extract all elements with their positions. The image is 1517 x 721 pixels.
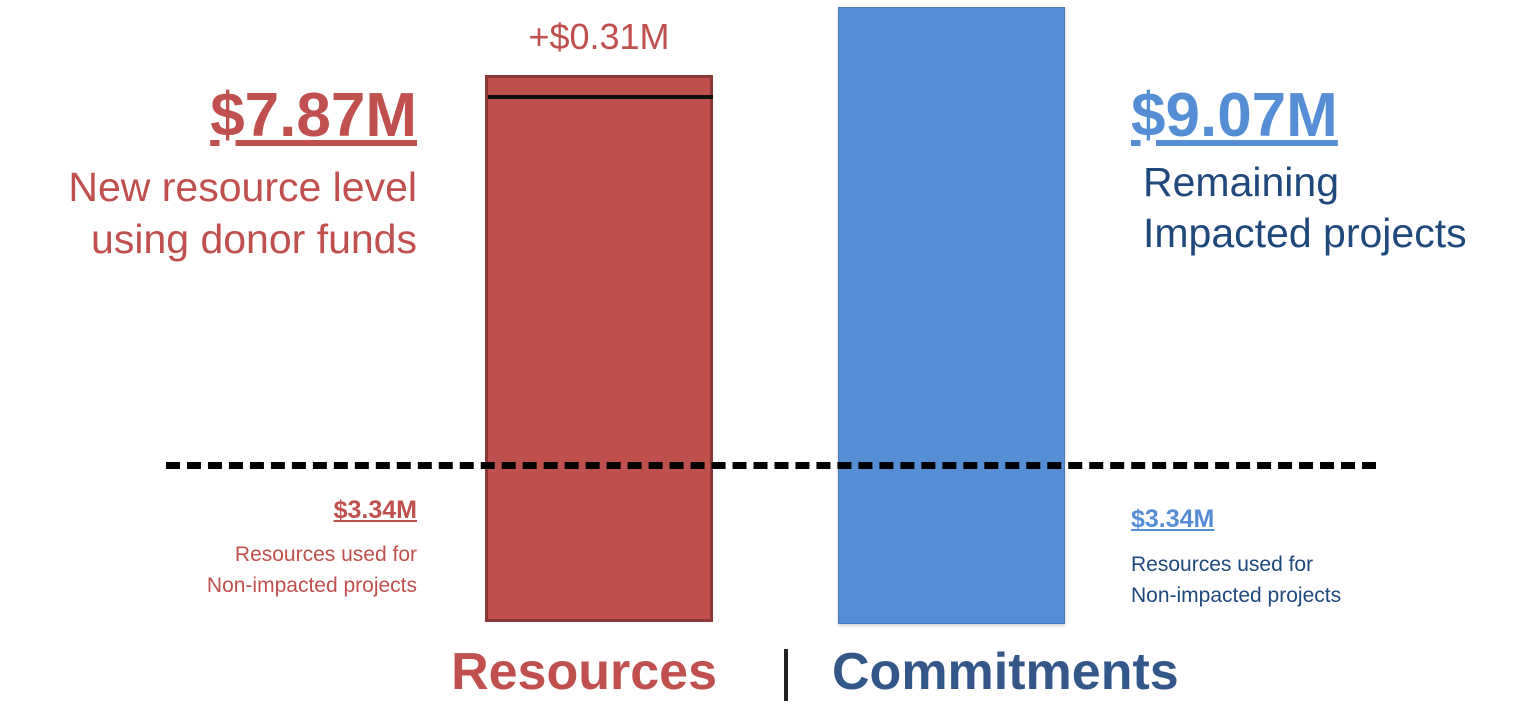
commitments-total-label: $9.07M (1131, 81, 1338, 150)
resources-total-label: $7.87M (210, 81, 417, 150)
commitments-description-line-2: Impacted projects (1143, 210, 1467, 256)
bar-resources (485, 75, 713, 622)
commitments-baseline-line-1: Resources used for (1131, 553, 1314, 576)
commitments-description-line-1: Remaining (1143, 159, 1339, 205)
commitments-baseline-description: Resources used for Non-impacted projects (1131, 549, 1341, 611)
resources-baseline-value: $3.34M (333, 496, 417, 524)
non-impacted-threshold-line (166, 462, 1376, 469)
resources-description-line-1: New resource level (68, 164, 417, 210)
resources-description: New resource level using donor funds (68, 161, 417, 265)
resources-baseline-description: Resources used for Non-impacted projects (207, 539, 417, 601)
category-divider (784, 649, 788, 701)
commitments-baseline-value: $3.34M (1131, 505, 1215, 533)
category-label-commitments: Commitments (832, 643, 1179, 701)
previous-resource-level-line (488, 95, 713, 99)
category-label-resources: Resources (451, 643, 717, 701)
bar-commitments (838, 7, 1065, 624)
resources-baseline-line-1: Resources used for (234, 543, 417, 566)
commitments-description: Remaining Impacted projects (1143, 157, 1467, 259)
resources-description-line-2: using donor funds (91, 216, 417, 262)
commitments-baseline-line-2: Non-impacted projects (1131, 584, 1342, 607)
increase-label: +$0.31M (528, 16, 670, 57)
resources-baseline-line-2: Non-impacted projects (206, 574, 417, 597)
